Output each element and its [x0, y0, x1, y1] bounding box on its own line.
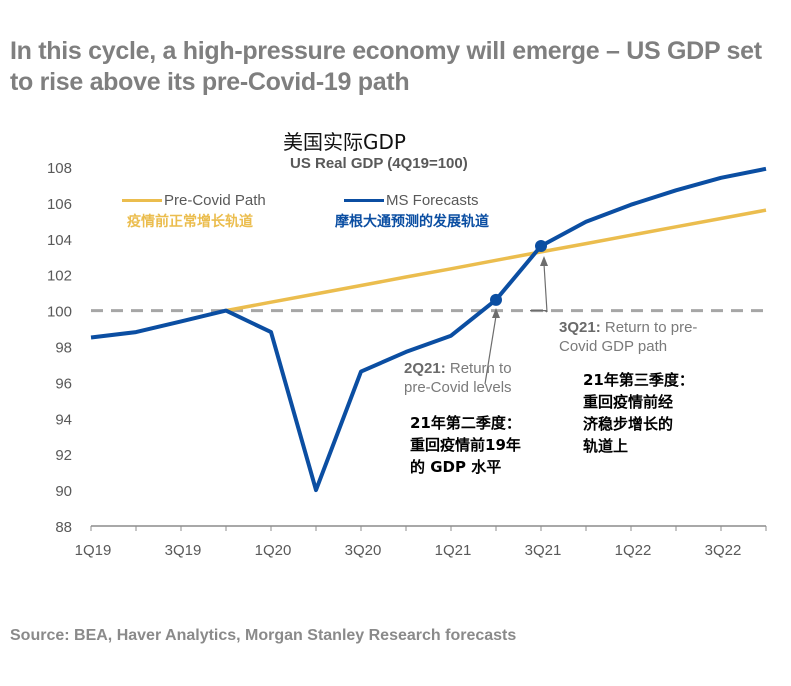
x-tick-label: 3Q22 [705, 542, 742, 559]
headline: In this cycle, a high-pressure economy w… [10, 37, 762, 96]
annotation-markers [490, 239, 547, 306]
x-tick-label: 1Q22 [615, 542, 652, 559]
legend-ms-forecasts: MS Forecasts [344, 192, 479, 209]
y-axis-ticks: 88 90 92 94 96 98 100 102 104 106 108 [47, 160, 72, 536]
legend-label-ms-forecasts: MS Forecasts [386, 192, 479, 209]
annotation-arrowhead-2q21 [492, 308, 500, 318]
x-axis: 1Q19 3Q19 1Q20 3Q20 1Q21 3Q21 1Q22 3Q22 [75, 525, 767, 559]
annotation-3q21-cn-line: 轨道上 [583, 437, 629, 455]
legend-label-ms-forecasts-cn: 摩根大通预测的发展轨道 [335, 214, 489, 230]
annotation-3q21-cn-line: 重回疫情前经 [583, 393, 674, 411]
y-tick-label: 98 [55, 340, 72, 357]
legend-label-pre-covid: Pre-Covid Path [164, 192, 266, 209]
y-tick-label: 92 [55, 447, 72, 464]
y-tick-label: 94 [55, 411, 72, 428]
x-tick-label: 1Q19 [75, 542, 112, 559]
annotation-3q21-text: Return to pre- [600, 319, 698, 336]
annotation-marker-3q21 [535, 239, 547, 252]
legend-swatch-ms-forecasts [344, 199, 384, 202]
annotation-2q21-cn-line: 重回疫情前19年 [410, 436, 521, 454]
series-line-pre-covid [225, 208, 767, 313]
y-tick-label: 106 [47, 196, 72, 213]
y-tick-label: 96 [55, 375, 72, 392]
annotation-3q21-cn-line: 21年第三季度： [583, 371, 694, 389]
series-line-ms-forecasts [90, 166, 767, 493]
annotation-2q21-cn-line: 的 GDP 水平 [410, 458, 502, 476]
x-tick-label: 3Q19 [165, 542, 202, 559]
legend-label-pre-covid-cn: 疫情前正常增长轨道 [127, 214, 253, 230]
annotation-2q21-line2: pre-Covid levels [404, 379, 512, 396]
y-tick-label: 104 [47, 232, 72, 249]
annotation-2q21-cn-line: 21年第二季度： [410, 414, 521, 432]
y-tick-label: 90 [55, 483, 72, 500]
legend-pre-covid: Pre-Covid Path [122, 192, 266, 209]
annotation-marker-2q21 [490, 293, 502, 306]
annotation-3q21-bold: 3Q21: [559, 319, 601, 336]
y-tick-label: 102 [47, 268, 72, 285]
y-tick-label: 100 [47, 304, 72, 321]
x-tick-label: 1Q21 [435, 542, 472, 559]
annotation-arrow-2q21 [484, 315, 497, 385]
chart-title-cn: 美国实际GDP [283, 130, 406, 154]
y-tick-label: 108 [47, 160, 72, 177]
source-note: Source: BEA, Haver Analytics, Morgan Sta… [10, 627, 517, 644]
chart-title: US Real GDP (4Q19=100) [290, 155, 468, 172]
annotation-3q21-cn: 21年第三季度： 重回疫情前经 济稳步增长的 轨道上 [583, 369, 694, 457]
annotation-2q21: 2Q21: Return to pre-Covid levels [404, 359, 512, 397]
annotation-2q21-bold: 2Q21: [404, 360, 446, 377]
annotation-3q21-cn-line: 济稳步增长的 [583, 415, 674, 433]
x-tick-label: 3Q20 [345, 542, 382, 559]
annotation-3q21: 3Q21: Return to pre- Covid GDP path [559, 318, 697, 356]
x-tick-label: 3Q21 [525, 542, 562, 559]
annotation-2q21-text: Return to [445, 360, 512, 377]
y-tick-label: 88 [55, 519, 72, 536]
legend-swatch-pre-covid [122, 199, 162, 202]
annotation-3q21-line2: Covid GDP path [559, 338, 668, 355]
annotation-2q21-cn: 21年第二季度： 重回疫情前19年 的 GDP 水平 [410, 412, 521, 478]
annotation-arrowhead-3q21 [540, 256, 548, 266]
annotation-arrows [484, 256, 548, 385]
annotation-arrow-3q21 [543, 263, 548, 313]
x-tick-label: 1Q20 [255, 542, 292, 559]
